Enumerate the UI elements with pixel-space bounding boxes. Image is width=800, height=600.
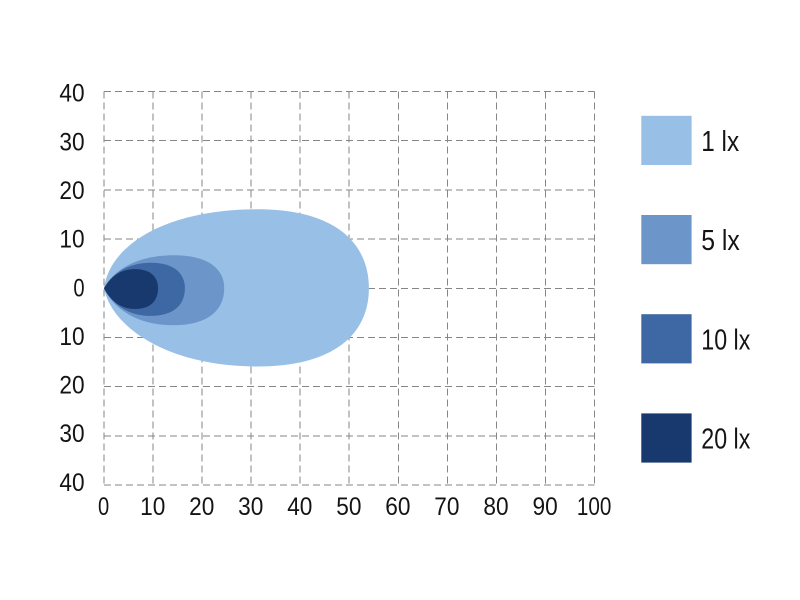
svg-text:20 lx: 20 lx <box>701 424 750 456</box>
svg-text:100: 100 <box>577 494 612 521</box>
svg-text:30: 30 <box>59 129 84 156</box>
svg-text:90: 90 <box>533 494 558 521</box>
svg-text:20: 20 <box>59 373 84 400</box>
svg-text:40: 40 <box>287 494 312 521</box>
svg-text:50: 50 <box>336 494 361 521</box>
svg-text:30: 30 <box>59 421 84 448</box>
svg-text:10 lx: 10 lx <box>701 324 750 356</box>
svg-text:10: 10 <box>59 324 84 351</box>
svg-text:0: 0 <box>98 494 109 521</box>
svg-text:10: 10 <box>59 227 84 254</box>
svg-text:70: 70 <box>434 494 459 521</box>
svg-text:20: 20 <box>59 178 84 205</box>
svg-text:30: 30 <box>238 494 263 521</box>
svg-text:10: 10 <box>140 494 165 521</box>
svg-text:60: 60 <box>385 494 410 521</box>
svg-text:1 lx: 1 lx <box>701 126 739 158</box>
svg-text:20: 20 <box>189 494 214 521</box>
svg-text:5 lx: 5 lx <box>701 225 740 257</box>
svg-text:0: 0 <box>73 275 84 302</box>
svg-text:80: 80 <box>483 494 508 521</box>
svg-text:40: 40 <box>59 81 84 108</box>
svg-text:40: 40 <box>59 470 84 497</box>
